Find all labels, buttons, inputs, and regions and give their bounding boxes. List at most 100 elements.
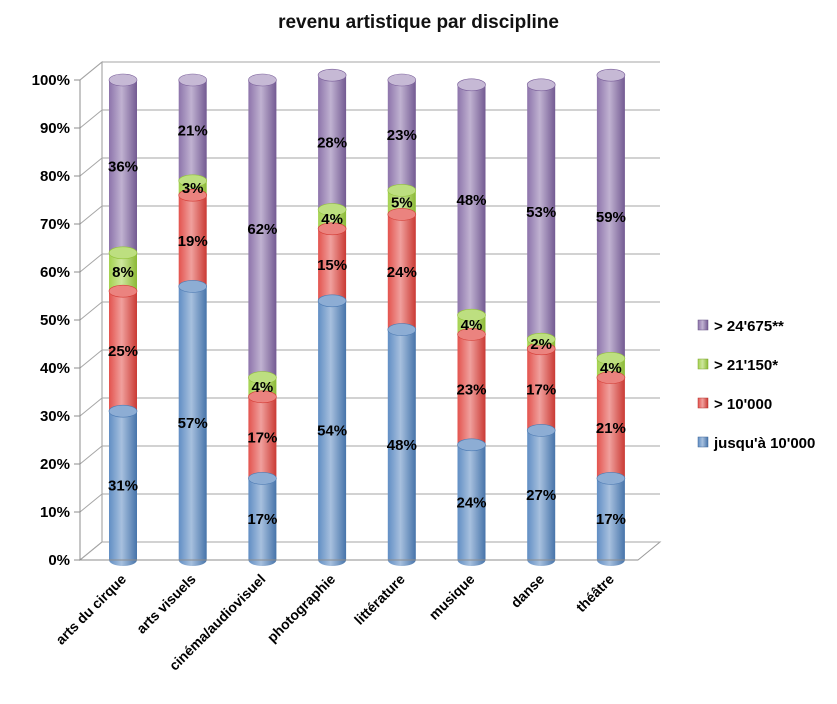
bar-stack bbox=[108, 73, 138, 566]
bar-cap bbox=[387, 323, 417, 336]
y-tick-label: 20% bbox=[40, 456, 70, 473]
bar-layer bbox=[108, 68, 626, 566]
data-label: 59% bbox=[596, 209, 626, 226]
gridline bbox=[79, 61, 660, 81]
bar-cap bbox=[248, 472, 277, 485]
bar-segment bbox=[596, 478, 625, 566]
bar-cap bbox=[178, 73, 207, 87]
bar-cap bbox=[596, 352, 626, 365]
x-category-label: arts du cirque bbox=[52, 571, 129, 648]
bar-cap bbox=[596, 371, 626, 384]
x-category-label: arts visuels bbox=[133, 571, 199, 637]
data-label: 48% bbox=[387, 437, 417, 454]
y-tick-label: 100% bbox=[32, 72, 70, 89]
bar-segment bbox=[457, 84, 486, 322]
y-tick-label: 80% bbox=[40, 168, 70, 185]
bar-cap bbox=[457, 308, 486, 322]
bar-segment bbox=[178, 286, 207, 566]
data-label: 15% bbox=[317, 257, 347, 274]
legend-swatch bbox=[697, 319, 709, 331]
gridline bbox=[79, 445, 660, 465]
bar-segment bbox=[248, 478, 277, 566]
bar-segment bbox=[178, 80, 207, 187]
data-label: 24% bbox=[456, 494, 486, 511]
bar-segment bbox=[178, 195, 207, 293]
bar-segment bbox=[248, 396, 277, 485]
bar-segment bbox=[318, 300, 347, 566]
bar-segment bbox=[527, 430, 556, 566]
label-layer: 31% 25% 8% 36% 57% 19% 3% 21% 17% 17% 4% 62% 54% 15% 4… bbox=[108, 122, 626, 528]
data-label: 24% bbox=[387, 264, 417, 281]
data-label: 53% bbox=[526, 204, 556, 221]
gridline bbox=[79, 253, 660, 273]
x-category-label: photographie bbox=[264, 571, 339, 646]
legend-swatch bbox=[697, 397, 709, 409]
data-label: 17% bbox=[247, 430, 277, 447]
bar-segment bbox=[387, 80, 416, 197]
bar-segment bbox=[387, 329, 416, 566]
data-label: 25% bbox=[108, 343, 138, 360]
floor bbox=[78, 541, 662, 561]
data-label: 4% bbox=[461, 317, 483, 334]
gridline bbox=[79, 157, 660, 177]
y-tick-label: 40% bbox=[40, 360, 70, 377]
bar-cap bbox=[526, 78, 556, 92]
data-label: 5% bbox=[391, 194, 413, 211]
bar-cap bbox=[248, 390, 277, 404]
bar-segment bbox=[596, 75, 625, 365]
data-label: 2% bbox=[530, 336, 552, 353]
bar-segment bbox=[109, 291, 137, 418]
bar-segment bbox=[248, 80, 277, 384]
data-label: 17% bbox=[526, 382, 556, 399]
data-label: 48% bbox=[456, 192, 486, 209]
bar-stack bbox=[387, 73, 417, 566]
bar-segment bbox=[596, 377, 625, 485]
bar-cap bbox=[178, 188, 207, 202]
data-label: 17% bbox=[596, 511, 626, 528]
data-label: 17% bbox=[247, 511, 277, 528]
x-category-label: danse bbox=[507, 571, 547, 611]
bar-cap bbox=[596, 472, 626, 485]
bar-cap bbox=[108, 73, 138, 87]
bar-segment bbox=[457, 444, 486, 566]
bar-stack bbox=[526, 78, 556, 566]
data-label: 21% bbox=[178, 122, 208, 139]
grid-layer bbox=[78, 60, 662, 562]
bar-stack bbox=[457, 78, 486, 566]
bar-cap bbox=[248, 371, 277, 384]
bar-segment bbox=[318, 228, 347, 307]
bar-cap bbox=[317, 203, 347, 216]
legend: > 24'675** > 21'150* > 10'000 jusqu'à 10'00… bbox=[697, 318, 815, 452]
y-tick-label: 60% bbox=[40, 264, 70, 281]
y-tick-label: 50% bbox=[40, 312, 70, 329]
legend-swatch bbox=[697, 436, 709, 448]
legend-label: > 24'675** bbox=[714, 318, 784, 335]
gridline bbox=[79, 301, 660, 321]
data-label: 4% bbox=[600, 360, 622, 377]
gridline bbox=[79, 205, 660, 225]
bar-cap bbox=[387, 184, 417, 197]
bar-segment bbox=[318, 75, 347, 216]
y-tick-label: 90% bbox=[40, 120, 70, 137]
x-category-label: théâtre bbox=[573, 571, 617, 615]
bar-cap bbox=[178, 174, 207, 188]
x-category-label: littérature bbox=[351, 571, 408, 628]
y-tick-label: 30% bbox=[40, 408, 70, 425]
legend-label: jusqu'à 10'000 bbox=[713, 435, 815, 452]
bar-stack bbox=[596, 68, 626, 566]
bar-cap bbox=[317, 294, 347, 308]
legend-swatch bbox=[697, 358, 709, 370]
data-label: 23% bbox=[387, 127, 417, 144]
bar-cap bbox=[387, 208, 417, 221]
gridline bbox=[79, 397, 660, 417]
data-label: 4% bbox=[321, 211, 343, 228]
y-tick-label: 0% bbox=[48, 552, 70, 569]
x-category-label: musique bbox=[426, 571, 478, 623]
y-tick-label: 70% bbox=[40, 216, 70, 233]
bar-cap bbox=[457, 328, 486, 341]
bar-cap bbox=[178, 280, 207, 293]
y-tick-label: 10% bbox=[40, 504, 70, 521]
bar-cap bbox=[108, 284, 138, 298]
data-label: 19% bbox=[178, 233, 208, 250]
bar-cap bbox=[108, 246, 138, 260]
